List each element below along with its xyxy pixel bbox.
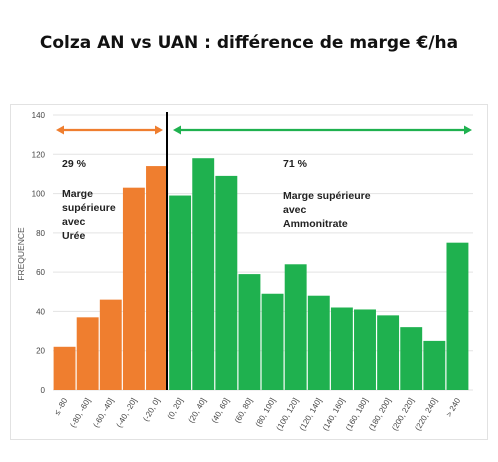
bar: [122, 187, 145, 390]
bar: [307, 295, 330, 390]
bar: [99, 299, 122, 390]
chart-title: Colza AN vs UAN : différence de marge €/…: [39, 33, 459, 53]
x-axis-ticks: ≤ -80 (-80, -60] (-60, -40] (-40, -20] (-20,…: [52, 396, 462, 432]
arrow-head-left: [56, 125, 64, 135]
right-note-line-1: Marge supérieure: [283, 190, 371, 202]
right-note-line-3: Ammonitrate: [283, 218, 348, 230]
bar: [76, 317, 99, 390]
right-note-line-2: avec: [283, 204, 307, 216]
bar: [53, 346, 76, 390]
y-tick-label: 0: [41, 386, 46, 395]
x-tick-label: (80, 100]: [254, 397, 278, 429]
bars: [53, 158, 469, 390]
y-axis-ticks: 0 20 40 60 80 100 120 140: [32, 111, 46, 395]
bar: [354, 309, 376, 390]
y-tick-label: 100: [32, 190, 46, 199]
x-tick-label: ≤ -80: [52, 396, 69, 417]
x-tick-label: (160, 180]: [344, 397, 370, 433]
y-tick-label: 140: [32, 111, 46, 120]
y-tick-label: 80: [36, 229, 45, 238]
bar: [446, 242, 469, 390]
left-note-line-2: supérieure: [62, 202, 116, 214]
y-tick-label: 60: [36, 268, 45, 277]
x-tick-label: (120, 140]: [298, 397, 324, 433]
x-tick-label: (0, 20]: [166, 397, 185, 421]
y-tick-label: 120: [32, 150, 46, 159]
y-tick-label: 40: [36, 307, 45, 316]
x-tick-label: (-60, -40]: [91, 397, 115, 430]
bar: [215, 175, 238, 390]
bar: [169, 195, 192, 390]
x-tick-label: (180, 200]: [367, 397, 393, 433]
x-tick-label: (40, 60]: [210, 397, 231, 425]
bar: [330, 307, 353, 390]
y-axis-title: FREQUENCE: [16, 227, 26, 281]
bar: [238, 274, 261, 390]
x-tick-label: (220, 240]: [413, 397, 439, 433]
bar: [400, 327, 423, 390]
left-range-arrow: [56, 125, 163, 135]
x-tick-label: > 240: [444, 396, 462, 419]
bar: [284, 264, 307, 390]
chart-frame: 0 20 40 60 80 100 120 140 FREQUENCE ≤ -80 (-80, …: [10, 104, 488, 440]
arrow-head-right: [155, 125, 163, 135]
bar: [423, 340, 446, 390]
x-tick-label: (140, 160]: [321, 397, 347, 433]
left-note-line-4: Urée: [62, 230, 86, 242]
bar: [192, 158, 215, 390]
x-tick-label: (-40, -20]: [115, 397, 139, 430]
left-percent-label: 29 %: [62, 158, 87, 170]
bar: [146, 166, 168, 390]
bar: [377, 315, 400, 390]
x-tick-label: (100, 120]: [275, 397, 301, 433]
bar: [261, 293, 284, 390]
arrow-head-left: [173, 125, 181, 135]
x-tick-label: (-20, 0]: [141, 397, 161, 423]
histogram-chart: 0 20 40 60 80 100 120 140 FREQUENCE ≤ -80 (-80, …: [16, 111, 473, 432]
x-tick-label: (20, 40]: [187, 397, 208, 425]
left-note-line-3: avec: [62, 216, 86, 228]
x-tick-label: (200, 220]: [390, 397, 416, 433]
right-range-arrow: [173, 125, 472, 135]
left-note-line-1: Marge: [62, 188, 93, 200]
range-arrows: [56, 125, 472, 135]
x-tick-label: (-80, -60]: [68, 397, 92, 430]
y-tick-label: 20: [36, 347, 45, 356]
arrow-head-right: [464, 125, 472, 135]
right-percent-label: 71 %: [283, 158, 308, 170]
x-tick-label: (60, 80]: [233, 397, 254, 425]
